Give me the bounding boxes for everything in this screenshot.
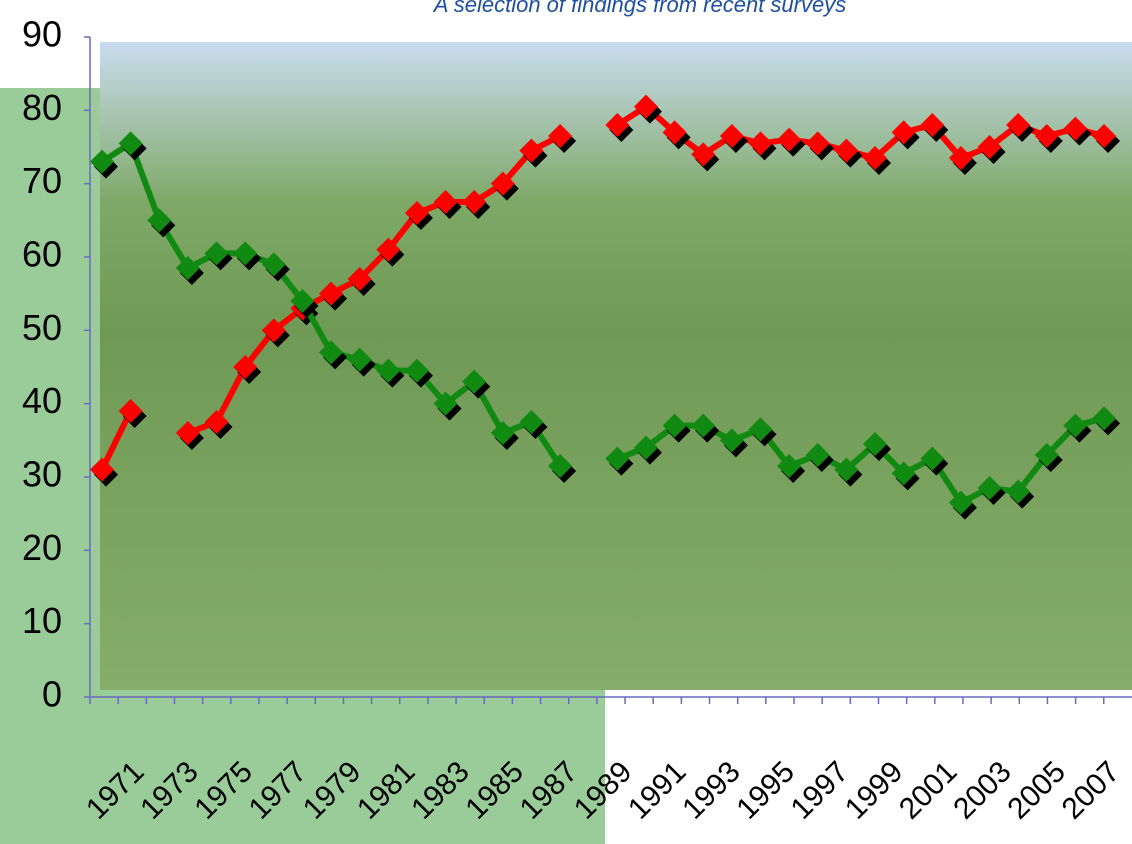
y-tick-label: 10 bbox=[22, 600, 62, 641]
marker bbox=[376, 237, 401, 262]
marker bbox=[948, 490, 973, 515]
marker bbox=[633, 94, 658, 119]
marker bbox=[748, 417, 773, 442]
marker bbox=[404, 358, 429, 383]
marker bbox=[1092, 406, 1117, 431]
marker bbox=[777, 454, 802, 478]
x-tick-label: 2001 bbox=[893, 755, 964, 826]
marker bbox=[433, 391, 458, 416]
marker bbox=[891, 120, 916, 145]
marker bbox=[1034, 124, 1059, 148]
marker bbox=[204, 410, 229, 434]
marker bbox=[977, 135, 1002, 159]
marker bbox=[548, 454, 573, 478]
marker bbox=[1063, 116, 1088, 141]
marker bbox=[175, 421, 200, 445]
marker bbox=[719, 124, 744, 148]
marker bbox=[719, 428, 744, 453]
x-tick-label: 1991 bbox=[622, 755, 693, 826]
x-tick-label: 2003 bbox=[947, 755, 1018, 826]
marker bbox=[90, 457, 114, 482]
marker bbox=[319, 340, 344, 365]
x-tick-label: 1997 bbox=[785, 755, 856, 826]
x-tick-label: 2005 bbox=[1001, 755, 1072, 826]
marker bbox=[233, 355, 258, 379]
marker bbox=[863, 146, 888, 170]
marker bbox=[118, 399, 143, 423]
marker bbox=[834, 138, 859, 163]
marker bbox=[805, 443, 830, 467]
marker bbox=[948, 146, 973, 170]
marker bbox=[347, 267, 372, 291]
marker bbox=[548, 124, 573, 148]
marker bbox=[319, 281, 344, 306]
marker bbox=[490, 421, 515, 445]
y-tick-label: 90 bbox=[22, 14, 62, 55]
y-tick-label: 70 bbox=[22, 160, 62, 201]
marker bbox=[147, 208, 172, 233]
y-tick-label: 30 bbox=[22, 454, 62, 495]
marker bbox=[662, 413, 687, 438]
marker bbox=[90, 149, 114, 174]
marker bbox=[891, 461, 916, 486]
y-tick-label: 50 bbox=[22, 307, 62, 348]
y-tick-label: 60 bbox=[22, 234, 62, 275]
marker bbox=[748, 131, 773, 156]
marker bbox=[404, 201, 429, 225]
marker bbox=[605, 446, 630, 471]
marker bbox=[805, 131, 830, 156]
marker bbox=[920, 113, 945, 137]
marker bbox=[433, 190, 458, 214]
marker bbox=[290, 289, 315, 313]
marker bbox=[920, 446, 945, 471]
marker bbox=[834, 457, 859, 482]
marker bbox=[691, 142, 716, 167]
marker bbox=[977, 476, 1002, 500]
x-tick-label: 1995 bbox=[730, 755, 801, 826]
y-tick-label: 20 bbox=[22, 527, 62, 568]
marker bbox=[490, 171, 515, 196]
y-tick-label: 80 bbox=[22, 87, 62, 128]
marker bbox=[118, 131, 143, 156]
marker bbox=[1006, 113, 1031, 137]
marker bbox=[605, 113, 630, 137]
y-tick-label: 40 bbox=[22, 380, 62, 421]
marker bbox=[863, 432, 888, 456]
marker bbox=[261, 252, 286, 277]
marker bbox=[519, 138, 544, 163]
marker bbox=[462, 190, 487, 214]
marker bbox=[376, 358, 401, 383]
marker bbox=[204, 241, 229, 266]
marker bbox=[662, 120, 687, 145]
marker bbox=[1034, 443, 1059, 467]
marker bbox=[519, 410, 544, 434]
x-tick-label: 1999 bbox=[839, 755, 910, 826]
marker bbox=[462, 369, 487, 394]
marker bbox=[1063, 413, 1088, 438]
x-tick-label: 2007 bbox=[1056, 755, 1127, 826]
marker bbox=[347, 347, 372, 372]
y-tick-label: 0 bbox=[42, 674, 62, 715]
marker bbox=[175, 256, 200, 280]
marker bbox=[261, 318, 286, 343]
marker bbox=[1092, 124, 1117, 148]
marker bbox=[691, 413, 716, 438]
marker bbox=[633, 435, 658, 460]
marker bbox=[1006, 479, 1031, 504]
marker bbox=[233, 241, 258, 266]
marker bbox=[777, 127, 802, 152]
chart-title: A selection of findings from recent surv… bbox=[432, 0, 846, 17]
x-tick-label: 1993 bbox=[676, 755, 747, 826]
